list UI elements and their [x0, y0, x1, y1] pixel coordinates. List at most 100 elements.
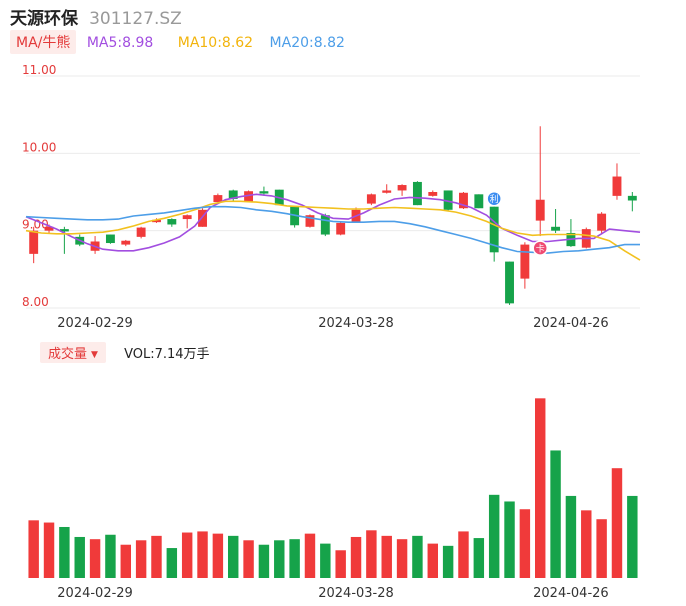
y-tick-label: 9.00 — [22, 218, 49, 232]
ma10-value: MA10:8.62 — [177, 35, 254, 51]
candle-body — [382, 190, 392, 193]
candle-body — [244, 191, 254, 203]
caret-down-icon: ▼ — [91, 350, 98, 360]
x-tick-label: 2024-04-26 — [533, 586, 609, 601]
volume-value: VOL:7.14万手 — [124, 347, 210, 362]
volume-bar — [473, 538, 485, 578]
volume-bar — [442, 545, 454, 578]
volume-bar — [550, 450, 561, 578]
volume-bar — [151, 535, 162, 578]
volume-bar — [381, 535, 392, 578]
volume-bar — [611, 468, 623, 578]
candle-body — [627, 195, 637, 201]
volume-bar — [304, 533, 316, 578]
volume-bar — [89, 539, 101, 578]
volume-bar — [565, 495, 577, 578]
candle-body — [551, 226, 561, 231]
volume-bar — [212, 533, 224, 578]
volume-bar — [396, 539, 408, 578]
candle-body — [259, 191, 269, 194]
marker-label: 利 — [490, 193, 499, 205]
candle-body — [397, 185, 407, 191]
x-tick-label: 2024-04-26 — [533, 316, 609, 331]
volume-bar — [228, 535, 239, 578]
blue-pin-icon — [486, 190, 502, 207]
candle-body — [105, 234, 115, 244]
y-tick-label: 8.00 — [22, 295, 49, 309]
candle-body — [121, 240, 131, 245]
y-tick-label: 10.00 — [22, 140, 56, 154]
x-tick-label: 2024-02-29 — [57, 586, 133, 601]
ma5-value: MA5:8.98 — [86, 35, 154, 51]
stock-code: 301127.SZ — [89, 9, 182, 29]
volume-bar — [120, 544, 131, 578]
volume-bar — [596, 519, 607, 578]
volume-legend: 成交量 ▼ VOL:7.14万手 — [40, 342, 210, 363]
volume-bar — [243, 540, 254, 578]
candle-body — [336, 222, 346, 235]
volume-bar — [519, 509, 531, 578]
volume-bar — [335, 550, 346, 578]
volume-bar — [166, 548, 178, 578]
candle-body — [443, 190, 453, 210]
candle-body — [59, 229, 69, 232]
x-tick-label: 2024-03-28 — [318, 316, 394, 331]
volume-bar — [105, 534, 116, 578]
candle-body — [44, 226, 54, 231]
ma5-line — [25, 193, 641, 252]
red-pin-icon — [532, 240, 548, 256]
volume-bar — [535, 398, 546, 578]
volume-bar — [43, 522, 55, 578]
volume-bar — [59, 526, 70, 578]
volume-indicator-selector[interactable]: 成交量 ▼ — [40, 342, 106, 363]
volume-bar — [427, 543, 438, 578]
x-tick-label: 2024-03-28 — [318, 586, 394, 601]
candle-body — [198, 209, 207, 227]
candle-body — [612, 176, 622, 196]
volume-bar — [412, 535, 423, 578]
stock-name: 天源环保 — [10, 9, 78, 29]
ma10-line — [25, 200, 641, 261]
volume-bar — [627, 495, 638, 578]
volume-bar — [366, 530, 377, 578]
candle-body — [29, 230, 39, 254]
candle-body — [213, 195, 223, 203]
ma-indicator-selector[interactable]: MA/牛熊 — [10, 30, 77, 54]
candle-body — [459, 192, 468, 209]
y-tick-label: 11.00 — [22, 63, 56, 77]
volume-bar — [458, 531, 469, 578]
candle-body — [505, 261, 514, 304]
volume-bar — [320, 543, 331, 578]
ma20-value: MA20:8.82 — [269, 35, 345, 51]
candle-body — [474, 194, 484, 209]
volume-bar — [488, 494, 500, 578]
volume-bar — [181, 532, 193, 578]
candle-body — [428, 192, 438, 196]
candle-body — [320, 215, 330, 235]
marker-label: 卡 — [536, 243, 545, 255]
candle-body — [182, 215, 192, 220]
x-tick-label: 2024-02-29 — [57, 316, 133, 331]
volume-bar — [274, 540, 285, 578]
volume-bar — [289, 539, 300, 578]
volume-bar — [258, 544, 270, 578]
candle-body — [489, 206, 499, 253]
volume-bar — [197, 531, 208, 578]
volume-bar — [28, 520, 39, 578]
candle-body — [412, 181, 422, 206]
candle-body — [136, 227, 146, 237]
candle-body — [228, 190, 238, 199]
candle-body — [305, 215, 315, 227]
candle-body — [535, 199, 545, 221]
volume-bar — [581, 510, 592, 578]
volume-bar — [74, 536, 85, 578]
candle-body — [167, 219, 177, 225]
volume-tag-label: 成交量 — [48, 347, 88, 362]
volume-bar — [504, 501, 515, 578]
candle-body — [520, 244, 530, 279]
candle-body — [152, 219, 161, 223]
candle-body — [597, 213, 607, 231]
volume-bar — [135, 540, 147, 578]
volume-bar — [350, 536, 362, 578]
